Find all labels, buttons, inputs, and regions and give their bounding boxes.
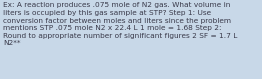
Text: Ex: A reaction produces .075 mole of N2 gas. What volume in
liters is occupied b: Ex: A reaction produces .075 mole of N2 … [3,2,238,46]
